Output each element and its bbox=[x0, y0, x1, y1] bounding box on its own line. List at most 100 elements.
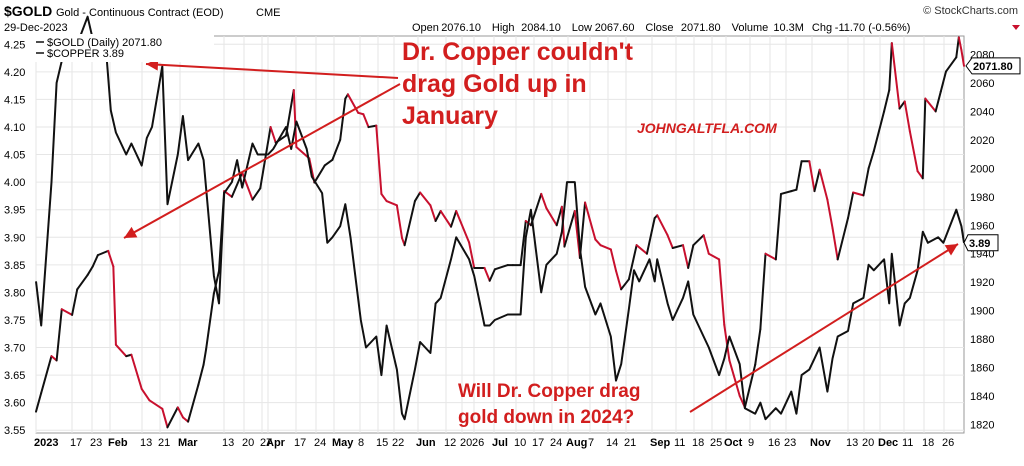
legend-copper: $COPPER 3.89 bbox=[47, 48, 124, 60]
gold-line-segment bbox=[718, 258, 726, 326]
exchange-label: CME bbox=[256, 7, 280, 19]
gold-line-segment bbox=[955, 36, 960, 59]
right-axis-tick-label: 1940 bbox=[970, 249, 994, 261]
gold-line-segment bbox=[620, 278, 630, 291]
gold-last-tag-box bbox=[965, 57, 1021, 75]
gold-line-segment bbox=[687, 244, 695, 269]
left-axis-tick-label: 4.10 bbox=[4, 122, 25, 134]
left-axis-tick-label: 4.15 bbox=[4, 94, 25, 106]
x-axis-tick-label: 11 bbox=[902, 437, 913, 449]
copper-last-tag-box bbox=[963, 234, 999, 252]
gold-line-segment bbox=[908, 130, 919, 173]
credit-label: JOHNGALTFLA.COM bbox=[637, 120, 777, 136]
gold-line-segment bbox=[251, 187, 262, 201]
watermark: © StockCharts.com bbox=[923, 5, 1018, 17]
x-axis-tick-label: 2023 bbox=[34, 437, 58, 449]
gold-line-segment bbox=[555, 205, 563, 227]
left-axis-tick-label: 3.75 bbox=[4, 315, 25, 327]
gold-line-segment bbox=[455, 210, 471, 244]
gold-line-segment bbox=[434, 210, 442, 222]
gold-line-segment bbox=[831, 227, 839, 261]
stat-high-label: High bbox=[492, 22, 515, 34]
gold-last-value: 2071.80 bbox=[973, 61, 1013, 73]
contract-name: Gold - Continuous Contract (EOD) bbox=[56, 7, 224, 19]
gold-line-segment bbox=[934, 90, 942, 113]
gold-line-segment bbox=[96, 249, 110, 257]
left-axis-tick-label: 3.55 bbox=[4, 425, 25, 437]
gridlines bbox=[35, 35, 965, 434]
gold-line-segment bbox=[166, 406, 179, 429]
gold-line-segment bbox=[754, 328, 762, 366]
gold-line-segment bbox=[723, 323, 731, 362]
gold-line-segment bbox=[292, 89, 298, 148]
gold-line-segment bbox=[682, 244, 690, 269]
gold-line-segment bbox=[380, 192, 388, 203]
gold-line-segment bbox=[890, 42, 901, 110]
x-axis-tick-label: 11 bbox=[674, 437, 685, 449]
gold-line-segment bbox=[488, 268, 496, 282]
gold-line-segment bbox=[114, 343, 128, 358]
x-axis-tick-label: 14 bbox=[606, 437, 618, 449]
left-axis-tick-label: 3.85 bbox=[4, 260, 25, 272]
gold-line-segment bbox=[483, 266, 491, 282]
axes: 3.55 3.60 3.65 3.70 3.75 3.80 3.85 3.90 3.95 4.00… bbox=[4, 39, 994, 449]
gold-line-segment bbox=[375, 124, 383, 195]
left-axis-tick-label: 4.05 bbox=[4, 150, 25, 162]
gold-line-segment bbox=[921, 97, 927, 180]
right-axis-tick-label: 1860 bbox=[970, 363, 994, 375]
gold-line-segment bbox=[759, 252, 767, 331]
left-axis-tick-label: 3.80 bbox=[4, 287, 25, 299]
gold-line-segment bbox=[107, 249, 115, 268]
headline-line-2: drag Gold up in bbox=[402, 70, 587, 98]
gold-line-segment bbox=[385, 200, 398, 207]
legend-background bbox=[34, 34, 214, 62]
gold-line-segment bbox=[836, 217, 849, 261]
stat-chg-label: Chg bbox=[812, 22, 832, 34]
gold-line-segment bbox=[584, 201, 597, 241]
gold-line-segment bbox=[867, 150, 875, 170]
gold-last-tag: 2071.80 bbox=[965, 57, 1021, 75]
x-axis-tick-label: 13 bbox=[846, 437, 858, 449]
gold-line-segment bbox=[898, 100, 906, 110]
gold-line-segment bbox=[795, 160, 803, 191]
x-axis-tick-label: 22 bbox=[392, 437, 404, 449]
gold-line-segment bbox=[519, 219, 527, 267]
gold-line-segment bbox=[645, 217, 656, 255]
plot-area bbox=[35, 35, 965, 434]
left-axis-tick-label: 4.20 bbox=[4, 67, 25, 79]
gold-line-segment bbox=[450, 210, 458, 228]
gold-line-segment bbox=[71, 288, 79, 316]
gold-line-segment bbox=[939, 70, 947, 93]
gold-line-segment bbox=[635, 244, 648, 255]
gold-line-segment bbox=[656, 214, 669, 237]
gold-line-segment bbox=[413, 191, 422, 203]
gold-line-segment bbox=[627, 244, 638, 281]
gold-line-segment bbox=[872, 110, 886, 153]
right-axis-tick-label: 2060 bbox=[970, 78, 994, 90]
gold-line-segment bbox=[112, 265, 117, 346]
x-axis-tick-label: 16 bbox=[768, 437, 780, 449]
gold-line-segment bbox=[774, 192, 782, 261]
left-axis-tick-label: 3.95 bbox=[4, 205, 25, 217]
legend: $GOLD (Daily) 2071.80 $COPPER 3.89 bbox=[34, 34, 214, 62]
stat-open-label: Open bbox=[412, 22, 439, 34]
gold-line-segment bbox=[439, 210, 453, 228]
gold-line-segment bbox=[181, 416, 190, 423]
right-axis-tick-label: 1880 bbox=[970, 334, 994, 346]
x-axis-tick-label: 26 bbox=[472, 437, 484, 449]
copper-last-tag: 3.89 bbox=[963, 234, 999, 252]
left-axis-tick-label: 3.65 bbox=[4, 370, 25, 382]
gold-line-segment bbox=[35, 392, 43, 413]
x-axis-tick-label: 24 bbox=[550, 437, 562, 449]
gold-line-segment bbox=[599, 244, 612, 251]
gold-line-segment bbox=[91, 254, 99, 268]
left-axis-tick-label: 3.70 bbox=[4, 343, 25, 355]
x-axis-tick-label: 13 bbox=[140, 437, 152, 449]
gold-line-segment bbox=[197, 363, 205, 386]
question-line-1: Will Dr. Copper drag bbox=[458, 381, 640, 402]
gold-line-segment bbox=[813, 168, 821, 193]
gold-line-segment bbox=[944, 56, 958, 73]
x-axis-tick-label: 18 bbox=[922, 437, 934, 449]
x-axis-tick-label: Sep bbox=[650, 437, 670, 449]
